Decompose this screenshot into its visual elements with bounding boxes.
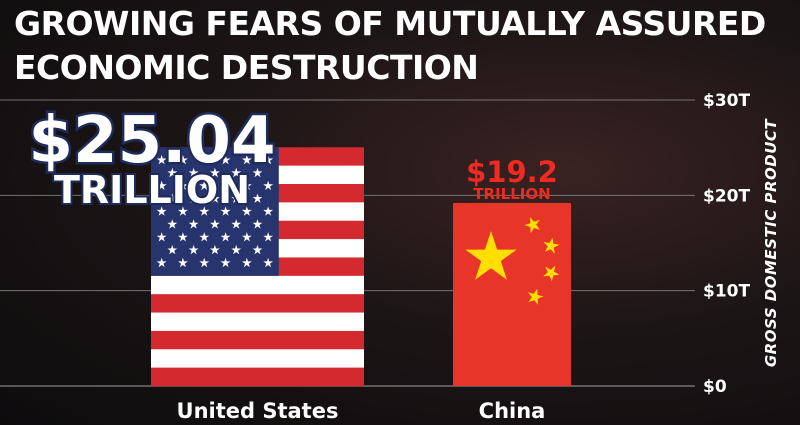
flag-star-icon [156,206,167,216]
flag-star-icon [199,257,210,268]
flag-star-icon [188,244,199,255]
flag-star-icon [231,193,242,203]
flag-star-icon [210,193,220,203]
category-labels: United States China [177,399,546,423]
y-tick-label: $30T [703,91,750,111]
flag-star-icon [188,193,199,203]
y-tick-label: $10T [703,282,750,302]
value-label: $19.2 [466,155,558,189]
flag-star-icon [241,206,252,216]
flag-star-icon [167,244,178,255]
category-label: United States [177,399,339,423]
flag-star-icon [188,219,199,229]
flag-star-icon [178,257,188,268]
flag-star-icon [231,167,242,178]
flag-star-icon [156,180,167,191]
flag-star-icon [241,232,252,242]
flag-star-icon [220,206,231,216]
chart-title-line-2: ECONOMIC DESTRUCTION [14,48,479,87]
china-flag-bar [453,202,571,386]
value-label: $25.04 [29,104,276,178]
y-tick-labels: $0 $10T $20T $30T [703,91,750,397]
flag-star-icon [252,219,263,229]
flag-star-icon [231,219,242,229]
flag-stripe [151,294,364,313]
flag-star-icon [188,167,199,178]
flag-star-icon [199,154,210,165]
flag-star-icon [263,232,274,242]
flag-star-icon [210,244,220,255]
flag-star-icon [263,206,274,216]
flag-star-icon [167,167,178,178]
flag-star-icon [210,167,220,178]
flag-star-icon [231,244,242,255]
flag-star-icon [178,154,188,165]
china-large-star-icon [465,231,517,280]
flag-stripe [151,330,364,350]
flag-star-icon [199,232,210,242]
flag-star-icon [241,180,252,191]
china-small-star-icon [543,237,560,254]
us-flag-bar [151,147,364,387]
value-unit-label: TRILLION [54,168,250,212]
flag-star-icon [220,257,231,268]
flag-star-icon [220,180,231,191]
flag-star-icon [199,206,210,216]
chart-title-line-1: GROWING FEARS OF MUTUALLY ASSURED [14,4,766,43]
flag-star-icon [156,154,167,165]
flag-stripe [151,275,364,295]
china-small-star-icon [543,265,560,282]
flag-star-icon [241,257,252,268]
flag-stripe [151,349,364,368]
flag-star-icon [199,180,210,191]
china-small-star-icon [527,288,544,305]
flag-star-icon [156,232,167,242]
flag-star-icon [178,206,188,216]
flag-stripe [151,312,364,332]
y-tick-label: $0 [703,377,727,397]
flag-star-icon [252,167,263,178]
flag-star-icon [167,219,178,229]
chart-title: GROWING FEARS OF MUTUALLY ASSURED ECONOM… [14,2,766,90]
value-unit-label: TRILLION [473,185,550,203]
flag-star-icon [178,232,188,242]
bars [151,147,571,387]
flag-star-icon [252,193,263,203]
flag-star-icon [263,180,274,191]
category-label: China [479,399,546,423]
flag-star-icon [263,257,274,268]
flag-star-icon [220,232,231,242]
flag-star-icon [178,180,188,191]
flag-star-icon [263,154,274,165]
y-axis-label: GROSS DOMESTIC PRODUCT [762,118,780,368]
flag-star-icon [156,257,167,268]
flag-star-icon [241,154,252,165]
flag-stripe [151,367,364,387]
china-flag-field [453,202,571,386]
flag-star-icon [167,193,178,203]
flag-star-icon [220,154,231,165]
flag-star-icon [210,219,220,229]
flag-star-icon [252,244,263,255]
y-tick-label: $20T [703,186,750,206]
china-small-star-icon [524,217,540,234]
